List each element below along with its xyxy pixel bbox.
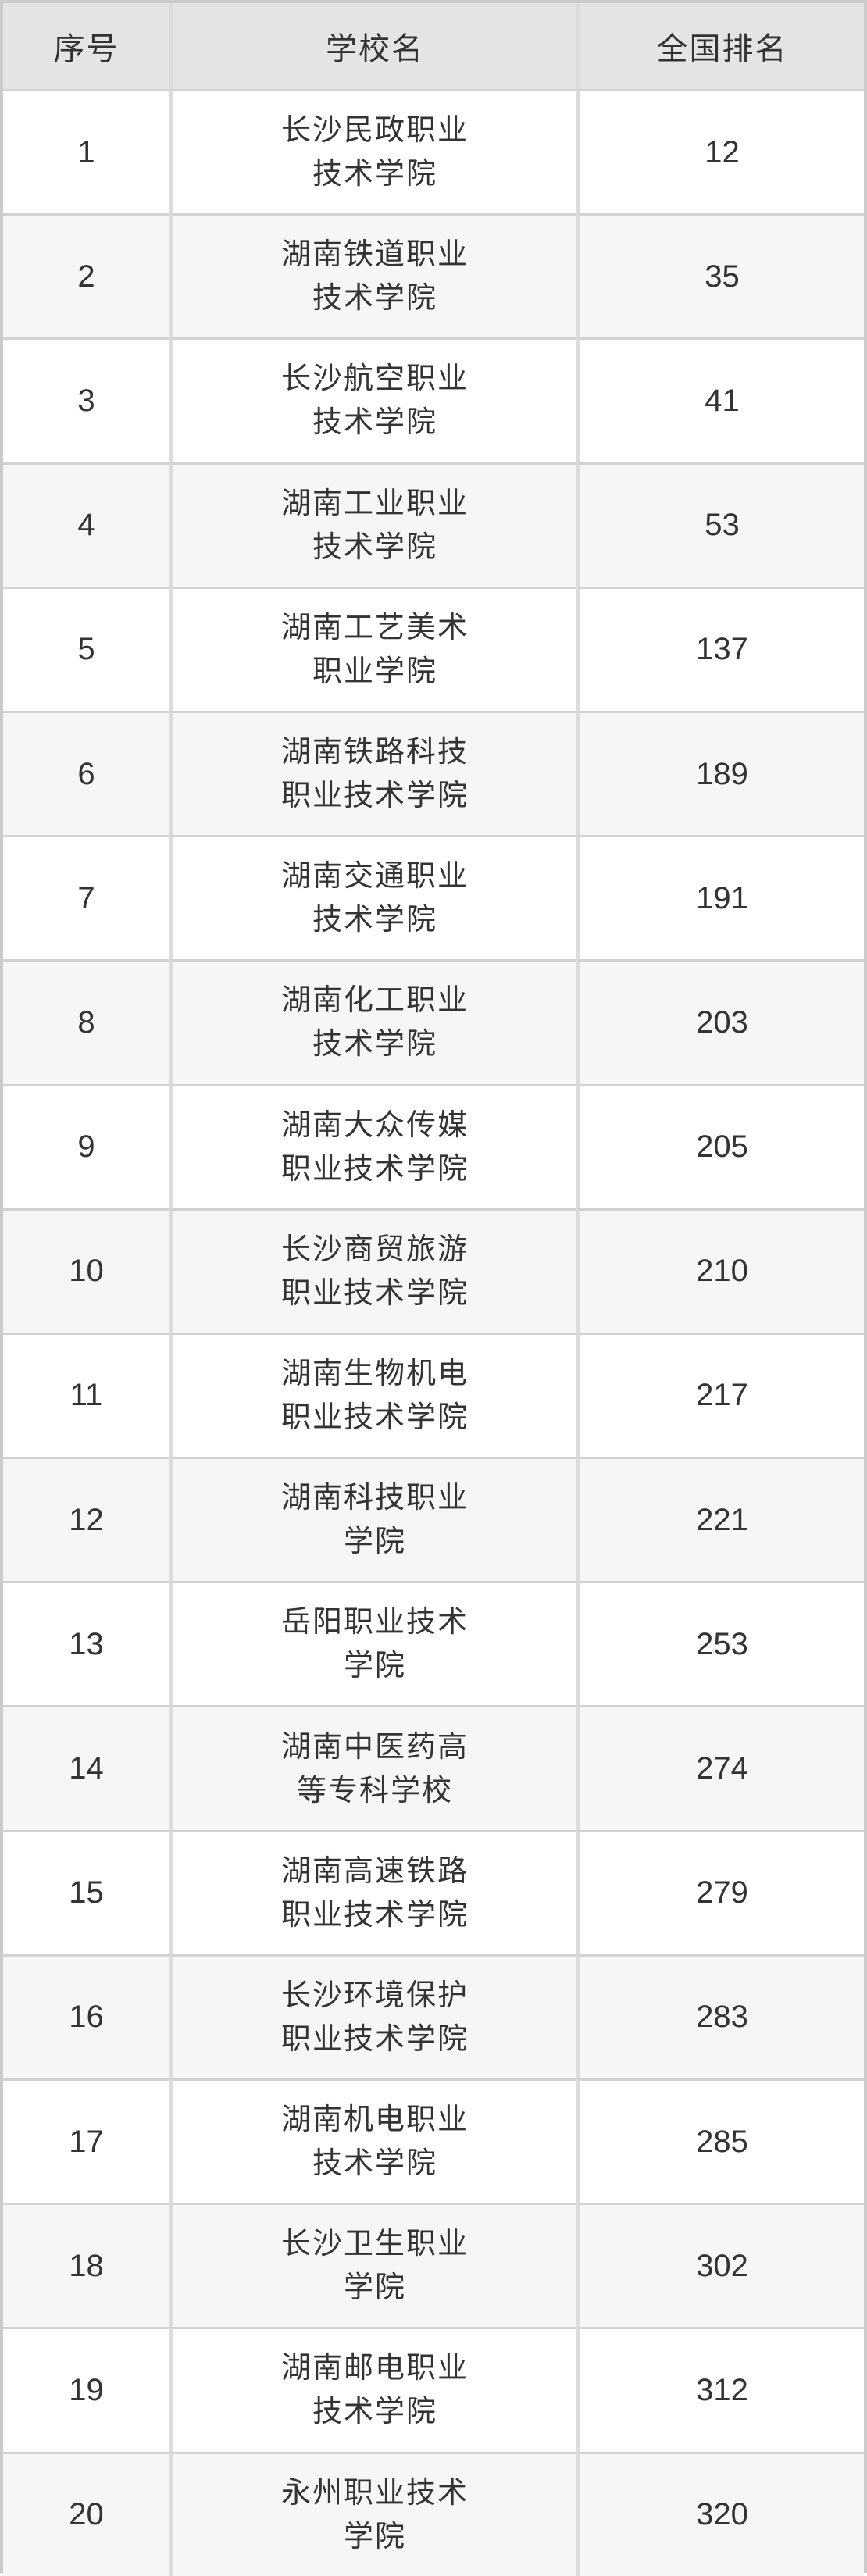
school-name: 湖南工艺美术职业学院 — [280, 611, 469, 688]
school-name: 湖南大众传媒职业技术学院 — [280, 1108, 469, 1186]
cell-rank: 35 — [576, 213, 864, 338]
school-name: 湖南机电职业技术学院 — [280, 2103, 469, 2181]
cell-rank: 302 — [576, 2203, 864, 2328]
school-name: 长沙卫生职业学院 — [280, 2228, 469, 2305]
cell-rank: 274 — [576, 1705, 864, 1830]
school-name: 长沙民政职业技术学院 — [280, 114, 469, 191]
cell-school: 湖南机电职业技术学院 — [169, 2078, 576, 2203]
cell-school: 湖南交通职业技术学院 — [169, 835, 576, 960]
header-cell-school: 学校名 — [169, 3, 576, 89]
header-cell-no: 序号 — [3, 3, 169, 89]
cell-no: 18 — [3, 2203, 169, 2328]
school-name: 湖南科技职业学院 — [280, 1482, 469, 1559]
cell-school: 湖南生物机电职业技术学院 — [169, 1332, 576, 1457]
school-name: 湖南工业职业技术学院 — [280, 487, 469, 564]
cell-school: 湖南铁路科技职业技术学院 — [169, 710, 576, 836]
cell-school: 岳阳职业技术学院 — [169, 1581, 576, 1706]
cell-school: 长沙商贸旅游职业技术学院 — [169, 1208, 576, 1333]
cell-rank: 217 — [576, 1332, 864, 1457]
school-name: 长沙商贸旅游职业技术学院 — [280, 1233, 469, 1310]
cell-rank: 137 — [576, 586, 864, 711]
cell-no: 2 — [3, 213, 169, 338]
cell-no: 4 — [3, 462, 169, 587]
school-name: 湖南交通职业技术学院 — [280, 860, 469, 937]
cell-rank: 203 — [576, 959, 864, 1084]
cell-no: 20 — [3, 2451, 169, 2576]
cell-no: 15 — [3, 1829, 169, 1954]
cell-rank: 12 — [576, 89, 864, 214]
cell-school: 湖南大众传媒职业技术学院 — [169, 1083, 576, 1208]
cell-no: 5 — [3, 586, 169, 711]
cell-school: 湖南工业职业技术学院 — [169, 462, 576, 587]
cell-rank: 189 — [576, 710, 864, 836]
cell-no: 3 — [3, 337, 169, 462]
school-name: 湖南邮电职业技术学院 — [280, 2352, 469, 2429]
school-name: 湖南中医药高等专科学校 — [280, 1730, 469, 1807]
cell-rank: 221 — [576, 1457, 864, 1582]
cell-no: 13 — [3, 1581, 169, 1705]
cell-school: 湖南铁道职业技术学院 — [169, 213, 576, 338]
cell-no: 9 — [3, 1083, 169, 1208]
school-name: 永州职业技术学院 — [280, 2476, 469, 2553]
cell-no: 19 — [3, 2327, 169, 2451]
cell-no: 12 — [3, 1457, 169, 1582]
cell-school: 长沙环境保护职业技术学院 — [169, 1953, 576, 2078]
cell-no: 10 — [3, 1208, 169, 1333]
school-name: 岳阳职业技术学院 — [280, 1606, 469, 1683]
school-name: 长沙航空职业技术学院 — [280, 362, 469, 440]
cell-school: 湖南高速铁路职业技术学院 — [169, 1829, 576, 1954]
cell-rank: 191 — [576, 835, 864, 960]
school-name: 湖南高速铁路职业技术学院 — [280, 1854, 469, 1932]
school-name: 湖南化工职业技术学院 — [280, 984, 469, 1061]
cell-school: 湖南科技职业学院 — [169, 1457, 576, 1582]
cell-no: 11 — [3, 1332, 169, 1457]
cell-rank: 205 — [576, 1083, 864, 1208]
school-name: 湖南铁路科技职业技术学院 — [280, 736, 469, 813]
cell-school: 湖南邮电职业技术学院 — [169, 2327, 576, 2452]
cell-school: 长沙航空职业技术学院 — [169, 337, 576, 462]
cell-rank: 210 — [576, 1208, 864, 1333]
cell-school: 长沙卫生职业学院 — [169, 2203, 576, 2328]
cell-rank: 279 — [576, 1829, 864, 1954]
cell-rank: 41 — [576, 337, 864, 462]
cell-school: 湖南中医药高等专科学校 — [169, 1705, 576, 1830]
cell-no: 14 — [3, 1705, 169, 1830]
cell-rank: 312 — [576, 2327, 864, 2452]
school-name: 长沙环境保护职业技术学院 — [280, 1978, 469, 2056]
cell-school: 永州职业技术学院 — [169, 2451, 576, 2576]
header-cell-rank: 全国排名 — [576, 3, 864, 89]
cell-rank: 283 — [576, 1953, 864, 2078]
cell-rank: 53 — [576, 462, 864, 587]
cell-rank: 320 — [576, 2451, 864, 2576]
cell-no: 8 — [3, 959, 169, 1084]
cell-no: 17 — [3, 2078, 169, 2203]
cell-no: 1 — [3, 89, 169, 213]
cell-school: 长沙民政职业技术学院 — [169, 89, 576, 214]
cell-no: 6 — [3, 710, 169, 836]
school-name: 湖南铁道职业技术学院 — [280, 238, 469, 316]
cell-no: 7 — [3, 835, 169, 959]
cell-rank: 285 — [576, 2078, 864, 2203]
cell-no: 16 — [3, 1953, 169, 2078]
cell-school: 湖南工艺美术职业学院 — [169, 586, 576, 711]
cell-rank: 253 — [576, 1581, 864, 1706]
cell-school: 湖南化工职业技术学院 — [169, 959, 576, 1084]
school-name: 湖南生物机电职业技术学院 — [280, 1357, 469, 1434]
